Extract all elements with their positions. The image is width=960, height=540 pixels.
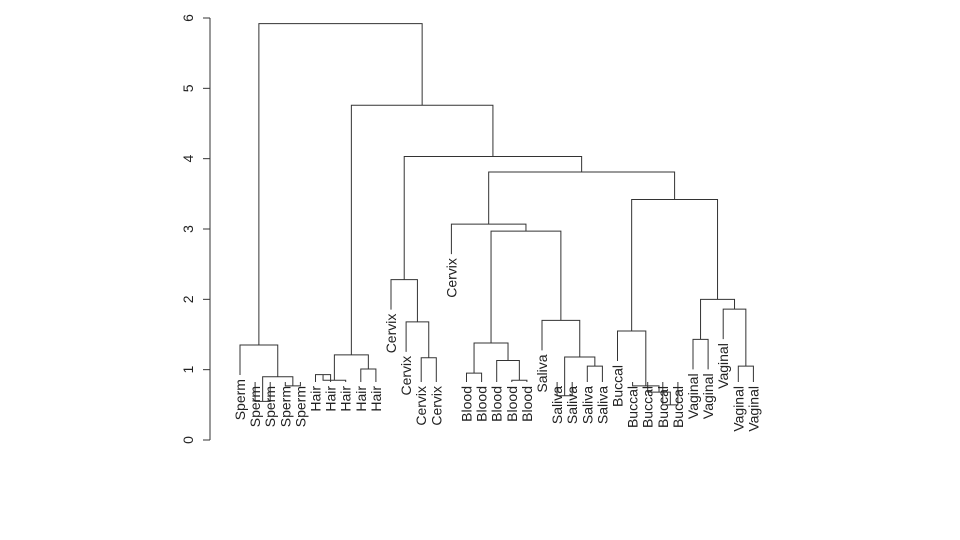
dendrogram-links [239,23,754,406]
dendrogram-link [511,379,528,382]
dendrogram-link [239,344,279,377]
leaf-label: Hair [308,386,324,412]
dendrogram-link [737,365,754,382]
leaf-labels: Sperm Sperm Sperm Sperm Sperm Hair Hair Hair Hai… [232,258,761,432]
leaf-label: Saliva [549,386,565,424]
y-tick-label: 5 [180,84,196,92]
y-tick-label: 6 [180,14,196,22]
leaf-label: Blood [474,386,490,422]
dendrogram-link [360,368,377,382]
leaf-label: Hair [323,386,339,412]
leaf-label: Vaginal [715,343,731,389]
y-tick-label: 2 [180,295,196,303]
leaf-label: Sperm [232,379,248,420]
leaf-label: Saliva [579,386,595,424]
leaf-label: Blood [459,386,475,422]
dendrogram-link [541,319,581,358]
leaf-label: Buccal [670,386,686,428]
leaf-label: Buccal [655,386,671,428]
y-axis: 0 1 2 3 4 5 6 [180,14,211,444]
leaf-label: Sperm [292,386,308,427]
leaf-label: Blood [489,386,505,422]
leaf-label: Cervix [398,356,414,396]
leaf-label: Sperm [247,386,263,427]
leaf-label: Saliva [564,386,580,424]
dendrogram-link [322,374,347,382]
dendrogram-link [692,338,709,370]
dendrogram-link [333,354,369,381]
leaf-label: Cervix [413,386,429,426]
y-tick-label: 1 [180,366,196,374]
dendrogram-link [564,356,596,396]
leaf-label: Buccal [610,365,626,407]
dendrogram-link [254,382,271,402]
y-tick-label: 0 [180,436,196,444]
leaf-label: Vaginal [730,386,746,432]
leaf-label: Cervix [383,314,399,354]
leaf-label: Blood [504,386,520,422]
leaf-label: Vaginal [745,386,761,432]
y-tick-label: 4 [180,155,196,163]
leaf-label: Vaginal [685,373,701,419]
leaf-label: Sperm [277,386,293,427]
leaf-label: Saliva [594,386,610,424]
dendrogram-link [490,230,562,343]
leaf-label: Hair [368,386,384,412]
dendrogram-link [350,104,494,355]
dendrogram-link [586,365,603,382]
leaf-label: Vaginal [700,373,716,419]
dendrogram-link [473,342,509,374]
dendrogram-link [420,357,437,382]
leaf-label: Sperm [262,386,278,427]
dendrogram-link [496,360,520,382]
leaf-label: Cervix [428,386,444,426]
leaf-label: Cervix [443,258,459,298]
leaf-label: Buccal [640,386,656,428]
y-tick-label: 3 [180,225,196,233]
dendrogram-link [700,298,736,340]
dendrogram-link [466,372,483,382]
dendrogram-link [631,198,719,331]
leaf-label: Blood [519,386,535,422]
leaf-label: Buccal [625,386,641,428]
leaf-label: Hair [338,386,354,412]
dendrogram-link [405,321,430,358]
leaf-label: Saliva [534,354,550,392]
dendrogram-link [450,223,527,255]
dendrogram-link [258,23,423,346]
dendrogram-link [403,156,583,280]
leaf-label: Hair [353,386,369,412]
dendrogram-link [488,171,676,225]
